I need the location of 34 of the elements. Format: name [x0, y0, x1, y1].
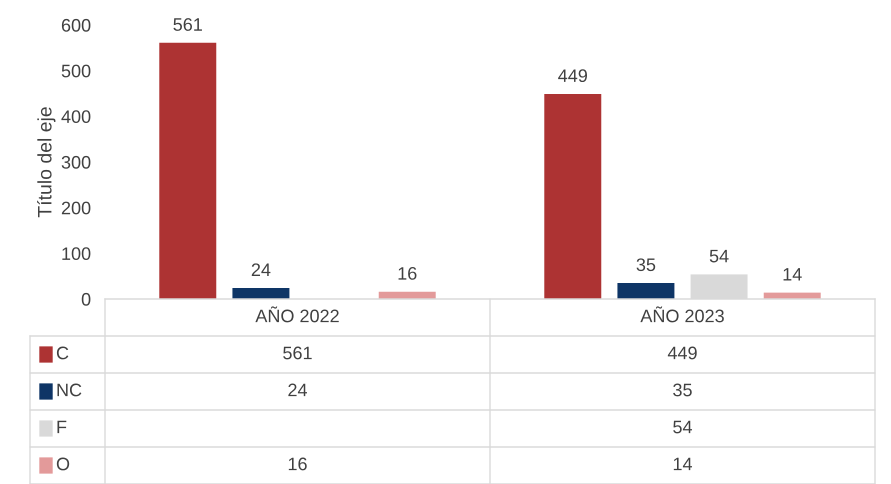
- text: 16: [398, 267, 416, 280]
- text: 14: [784, 268, 802, 281]
- legend-label: C: [56, 346, 68, 360]
- text: 561: [173, 18, 202, 31]
- bar: [378, 292, 436, 299]
- data-label: 14: [674, 458, 692, 470]
- x-tick-label: AÑO 2022: [255, 306, 339, 322]
- data-label: 35: [673, 384, 692, 396]
- data-label: 54: [710, 250, 729, 262]
- y-axis-title: Título del eje: [37, 107, 56, 218]
- data-label: 16: [288, 458, 307, 470]
- y-tick-label: 100: [62, 247, 90, 260]
- text: 449: [558, 69, 587, 82]
- legend-label: F: [57, 420, 66, 434]
- bar: [232, 288, 290, 299]
- x-tick-label: AÑO 2023: [640, 306, 724, 322]
- text: 35: [636, 258, 656, 272]
- y-tick-label: 500: [62, 64, 90, 78]
- y-tick-label: 600: [62, 18, 90, 32]
- y-tick-label: 200: [62, 202, 90, 214]
- legend-label: O: [56, 458, 70, 470]
- data-label: 561: [283, 346, 312, 360]
- y-tick-label: 300: [62, 156, 90, 169]
- text: 54: [673, 420, 692, 434]
- bar: [544, 94, 602, 299]
- bar: [159, 42, 216, 299]
- bar: [617, 283, 674, 299]
- legend-label: NC: [57, 384, 82, 396]
- y-tick-label: 400: [61, 110, 90, 124]
- data-label: 24: [288, 384, 308, 396]
- text: 24: [252, 263, 270, 276]
- data-label: 449: [668, 346, 697, 360]
- bar: [764, 292, 821, 299]
- y-tick-label: 0: [82, 292, 90, 306]
